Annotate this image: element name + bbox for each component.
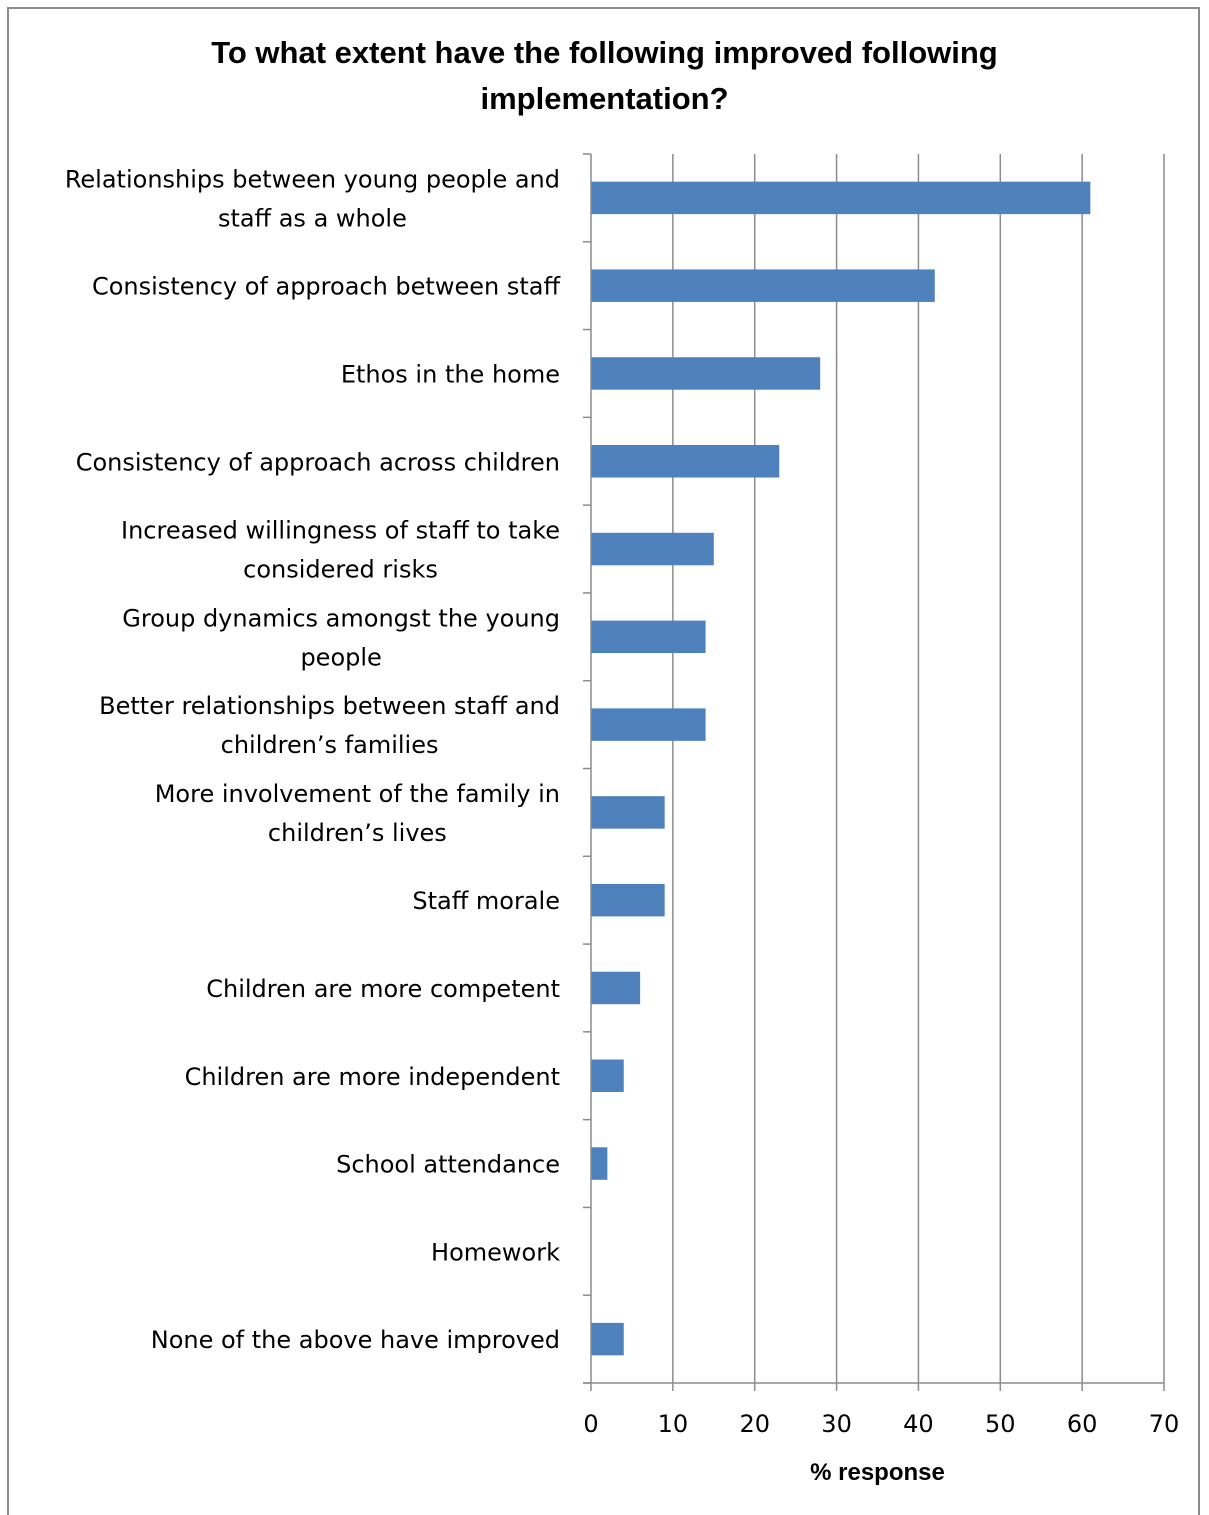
bar <box>591 181 1091 215</box>
category-label: More involvement of the family in childre… <box>155 780 560 847</box>
category-label: Group dynamics amongst the young people <box>122 604 560 671</box>
x-tick-label: 30 <box>821 1410 852 1438</box>
category-label: Consistency of approach across children <box>76 448 560 476</box>
bar <box>591 1147 608 1180</box>
axes <box>583 153 1165 1391</box>
bar <box>591 971 641 1005</box>
x-tick-label: 60 <box>1067 1410 1098 1438</box>
category-label: School attendance <box>336 1151 560 1179</box>
chart-frame <box>7 7 1200 1515</box>
category-label: Children are more independent <box>185 1063 560 1091</box>
x-tick-label: 40 <box>903 1410 934 1438</box>
bar <box>591 708 706 741</box>
category-labels: Relationships between young people and st… <box>65 165 561 1354</box>
bar <box>591 269 935 302</box>
x-axis-label: % response <box>810 1459 945 1486</box>
bars <box>591 181 1091 1356</box>
category-label: None of the above have improved <box>151 1326 560 1354</box>
chart-title-line-2: implementation? <box>480 81 729 116</box>
x-tick-label: 10 <box>658 1410 689 1438</box>
category-label: Relationships between young people and st… <box>65 165 560 232</box>
bar <box>591 796 665 829</box>
bar <box>591 532 714 566</box>
bar <box>591 883 665 917</box>
x-tick-label: 20 <box>739 1410 770 1438</box>
gridlines <box>672 154 1165 1383</box>
x-tick-label: 50 <box>985 1410 1016 1438</box>
bar <box>591 1059 624 1092</box>
category-label: Increased willingness of staff to take co… <box>121 517 560 584</box>
category-label: Children are more competent <box>206 975 560 1003</box>
bar <box>591 620 706 654</box>
bar <box>591 445 780 478</box>
category-label: Better relationships between staff and ch… <box>99 692 560 759</box>
category-label: Staff morale <box>412 887 560 915</box>
category-label: Consistency of approach between staff <box>92 273 560 301</box>
tick-labels: 0 10 20 30 40 50 60 70 <box>583 1410 1179 1438</box>
chart-title-line-1: To what extent have the following improv… <box>211 35 998 70</box>
bar <box>591 1322 624 1356</box>
x-tick-label: 70 <box>1149 1410 1180 1438</box>
chart-title: To what extent have the following improv… <box>0 30 1209 122</box>
x-tick-label: 0 <box>583 1410 598 1438</box>
category-label: Homework <box>431 1238 560 1266</box>
category-label: Ethos in the home <box>341 360 560 388</box>
bar <box>591 357 821 390</box>
